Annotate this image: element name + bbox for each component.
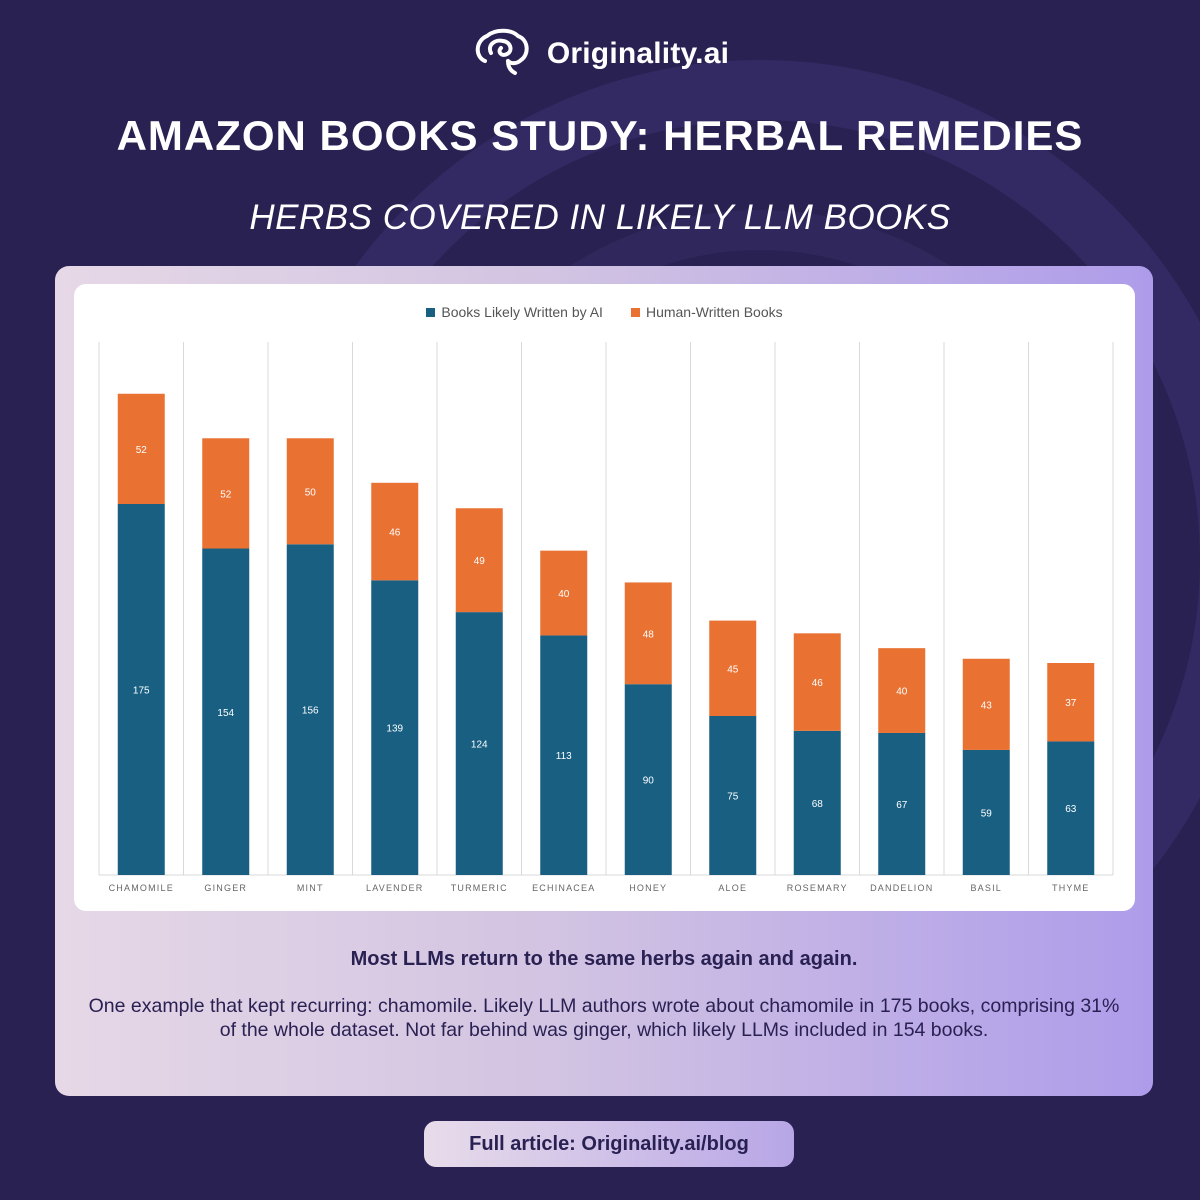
bar-human-lavender: [371, 482, 419, 581]
data-label-ai-echinacea: 113: [556, 751, 572, 762]
bar-human-rosemary: [793, 633, 841, 731]
bar-ai-echinacea: [540, 635, 588, 875]
data-label-human-chamomile: 52: [136, 445, 148, 456]
x-tick-label-chamomile: CHAMOMILE: [109, 883, 174, 893]
data-label-human-lavender: 46: [389, 528, 401, 539]
x-tick-label-lavender: LAVENDER: [366, 883, 423, 893]
data-label-human-honey: 48: [643, 629, 655, 640]
data-label-human-rosemary: 46: [812, 678, 824, 689]
data-label-human-basil: 43: [981, 700, 993, 711]
legend-label-human: Human-Written Books: [645, 304, 783, 320]
x-tick-label-aloe: ALOE: [718, 883, 747, 893]
legend-label-ai: Books Likely Written by AI: [441, 304, 603, 320]
data-label-ai-mint: 156: [302, 706, 319, 717]
bar-human-aloe: [709, 620, 757, 716]
bar-ai-rosemary: [793, 730, 841, 875]
data-label-human-thyme: 37: [1065, 698, 1077, 709]
x-tick-label-turmeric: TURMERIC: [451, 883, 508, 893]
bar-human-basil: [962, 658, 1010, 750]
data-label-ai-chamomile: 175: [133, 686, 150, 697]
bar-ai-thyme: [1047, 741, 1095, 875]
bar-ai-ginger: [202, 548, 250, 875]
chart-panel: Books Likely Written by AI Human-Written…: [74, 284, 1135, 911]
bar-human-echinacea: [540, 550, 588, 636]
brand-name: Originality.ai: [546, 37, 730, 70]
bar-human-mint: [286, 438, 334, 545]
data-label-ai-turmeric: 124: [471, 740, 488, 751]
x-tick-label-dandelion: DANDELION: [870, 883, 933, 893]
page-title: AMAZON BOOKS STUDY: HERBAL REMEDIES: [116, 112, 1084, 159]
data-label-human-aloe: 45: [727, 664, 739, 675]
bar-ai-lavender: [371, 580, 419, 875]
x-tick-label-ginger: GINGER: [204, 883, 247, 893]
data-label-ai-thyme: 63: [1065, 804, 1077, 815]
bar-human-turmeric: [455, 508, 503, 613]
stacked-bar-chart: 175 52 CHAMOMILE 154 52 GINGER 156 50 MINT 139 46 L…: [98, 342, 1114, 893]
page-subtitle: HERBS COVERED IN LIKELY LLM BOOKS: [249, 198, 951, 237]
bar-ai-honey: [624, 684, 672, 875]
content-card: Books Likely Written by AI Human-Written…: [55, 266, 1153, 1096]
data-label-ai-basil: 59: [981, 808, 993, 819]
legend-item-ai: Books Likely Written by AI: [426, 304, 603, 320]
data-label-human-turmeric: 49: [474, 556, 486, 567]
data-label-ai-ginger: 154: [217, 708, 234, 719]
legend-item-human: Human-Written Books: [630, 304, 783, 320]
bar-human-dandelion: [878, 648, 926, 733]
data-label-ai-dandelion: 67: [896, 800, 908, 811]
bar-ai-chamomile: [117, 504, 165, 875]
full-article-button[interactable]: Full article: Originality.ai/blog: [424, 1121, 794, 1167]
x-tick-label-echinacea: ECHINACEA: [532, 883, 595, 893]
bar-ai-turmeric: [455, 612, 503, 875]
bar-ai-basil: [962, 749, 1010, 875]
data-label-ai-aloe: 75: [727, 792, 739, 803]
brain-icon: [471, 27, 533, 82]
data-label-human-dandelion: 40: [896, 687, 908, 698]
bar-human-ginger: [202, 438, 250, 549]
caption-headline: Most LLMs return to the same herbs again…: [350, 948, 858, 970]
bar-human-chamomile: [117, 393, 165, 504]
bar-human-thyme: [1047, 663, 1095, 742]
x-tick-label-mint: MINT: [297, 883, 324, 893]
bar-ai-aloe: [709, 716, 757, 875]
data-label-ai-lavender: 139: [386, 724, 403, 735]
brand-header: Originality.ai: [0, 26, 1200, 82]
data-label-ai-honey: 90: [643, 776, 655, 787]
bar-ai-mint: [286, 544, 334, 875]
x-tick-label-honey: HONEY: [629, 883, 667, 893]
chart-legend: Books Likely Written by AI Human-Written…: [74, 304, 1135, 320]
x-tick-label-rosemary: ROSEMARY: [787, 883, 848, 893]
x-tick-label-thyme: THYME: [1052, 883, 1090, 893]
data-label-ai-rosemary: 68: [812, 799, 824, 810]
data-label-human-echinacea: 40: [558, 589, 570, 600]
legend-swatch-human: [630, 307, 640, 317]
bar-ai-dandelion: [878, 732, 926, 875]
caption-body: One example that kept recurring: chamomi…: [88, 995, 1120, 1041]
x-tick-label-basil: BASIL: [970, 883, 1002, 893]
bar-human-honey: [624, 582, 672, 685]
data-label-human-ginger: 52: [220, 489, 232, 500]
data-label-human-mint: 50: [305, 487, 317, 498]
legend-swatch-ai: [426, 307, 436, 317]
